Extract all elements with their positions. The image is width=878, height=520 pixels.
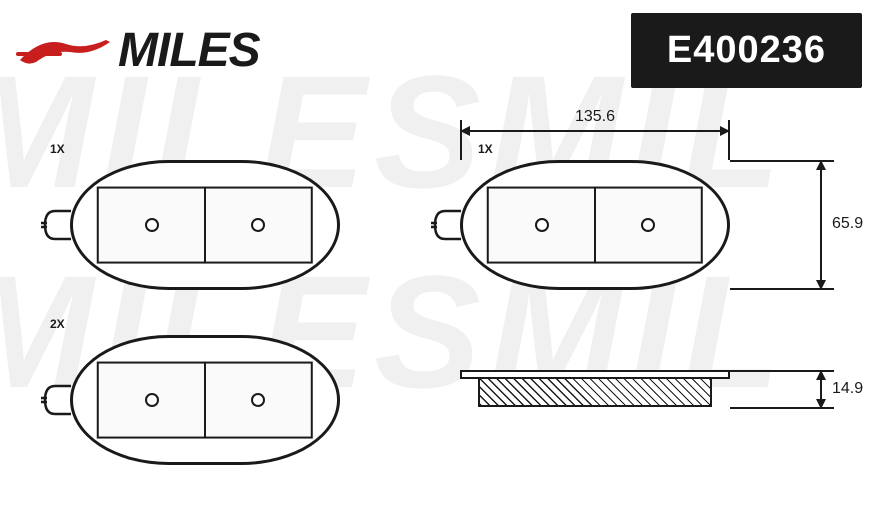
pad-center-groove bbox=[204, 362, 206, 439]
rivet-icon bbox=[251, 218, 265, 232]
greyhound-icon bbox=[16, 30, 112, 70]
dim-line-height bbox=[820, 160, 822, 290]
arrow-icon bbox=[460, 126, 470, 136]
qty-label-a: 1X bbox=[50, 142, 65, 156]
rivet-icon bbox=[145, 393, 159, 407]
arrow-icon bbox=[816, 160, 826, 170]
rivet-icon bbox=[251, 393, 265, 407]
rivet-icon bbox=[145, 218, 159, 232]
header-bar: MILES E400236 bbox=[0, 0, 878, 90]
dim-line-width bbox=[460, 130, 730, 132]
partcode-text: E400236 bbox=[667, 29, 826, 71]
qty-label-b: 1X bbox=[478, 142, 493, 156]
backing-plate bbox=[460, 370, 730, 379]
wear-sensor-clip-icon bbox=[431, 203, 465, 247]
wear-sensor-clip-icon bbox=[41, 378, 75, 422]
pad-center-groove bbox=[594, 187, 596, 264]
dim-thickness-value: 14.9 bbox=[832, 380, 863, 398]
arrow-icon bbox=[720, 126, 730, 136]
arrow-icon bbox=[816, 280, 826, 290]
brand-name: MILES bbox=[118, 23, 260, 78]
qty-label-c: 2X bbox=[50, 317, 65, 331]
dim-width-value: 135.6 bbox=[460, 108, 730, 126]
arrow-icon bbox=[816, 370, 826, 380]
rivet-icon bbox=[535, 218, 549, 232]
drawing-stage: 1X 1X 2X 135.6 bbox=[0, 90, 878, 520]
friction-material bbox=[478, 379, 712, 407]
dim-height-value: 65.9 bbox=[832, 215, 863, 233]
rivet-icon bbox=[641, 218, 655, 232]
brake-pad-b bbox=[460, 160, 730, 290]
brake-pad-side-profile bbox=[460, 370, 730, 407]
partcode-badge: E400236 bbox=[631, 13, 862, 88]
pad-center-groove bbox=[204, 187, 206, 264]
wear-sensor-clip-icon bbox=[41, 203, 75, 247]
brake-pad-c bbox=[70, 335, 340, 465]
brake-pad-a bbox=[70, 160, 340, 290]
arrow-icon bbox=[816, 399, 826, 409]
brand-logo: MILES bbox=[16, 23, 260, 78]
